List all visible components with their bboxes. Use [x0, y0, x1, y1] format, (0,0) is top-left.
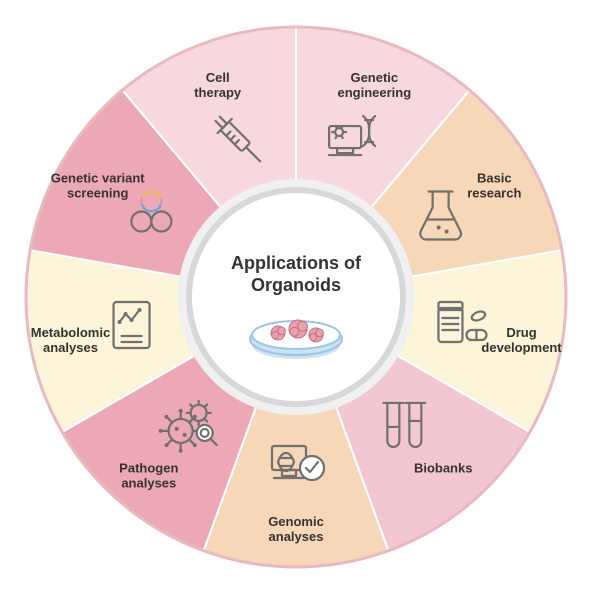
label-genomic-analyses: Genomicanalyses: [268, 514, 324, 544]
label-biobanks: Biobanks: [414, 460, 473, 475]
wheel-svg: GeneticengineeringBasicresearchDrugdevel…: [0, 0, 592, 594]
petri-dish-icon: [250, 320, 342, 359]
organoid-applications-wheel: GeneticengineeringBasicresearchDrugdevel…: [0, 0, 592, 594]
label-pathogen-analyses: Pathogenanalyses: [119, 460, 178, 490]
center-hub: [178, 179, 414, 415]
